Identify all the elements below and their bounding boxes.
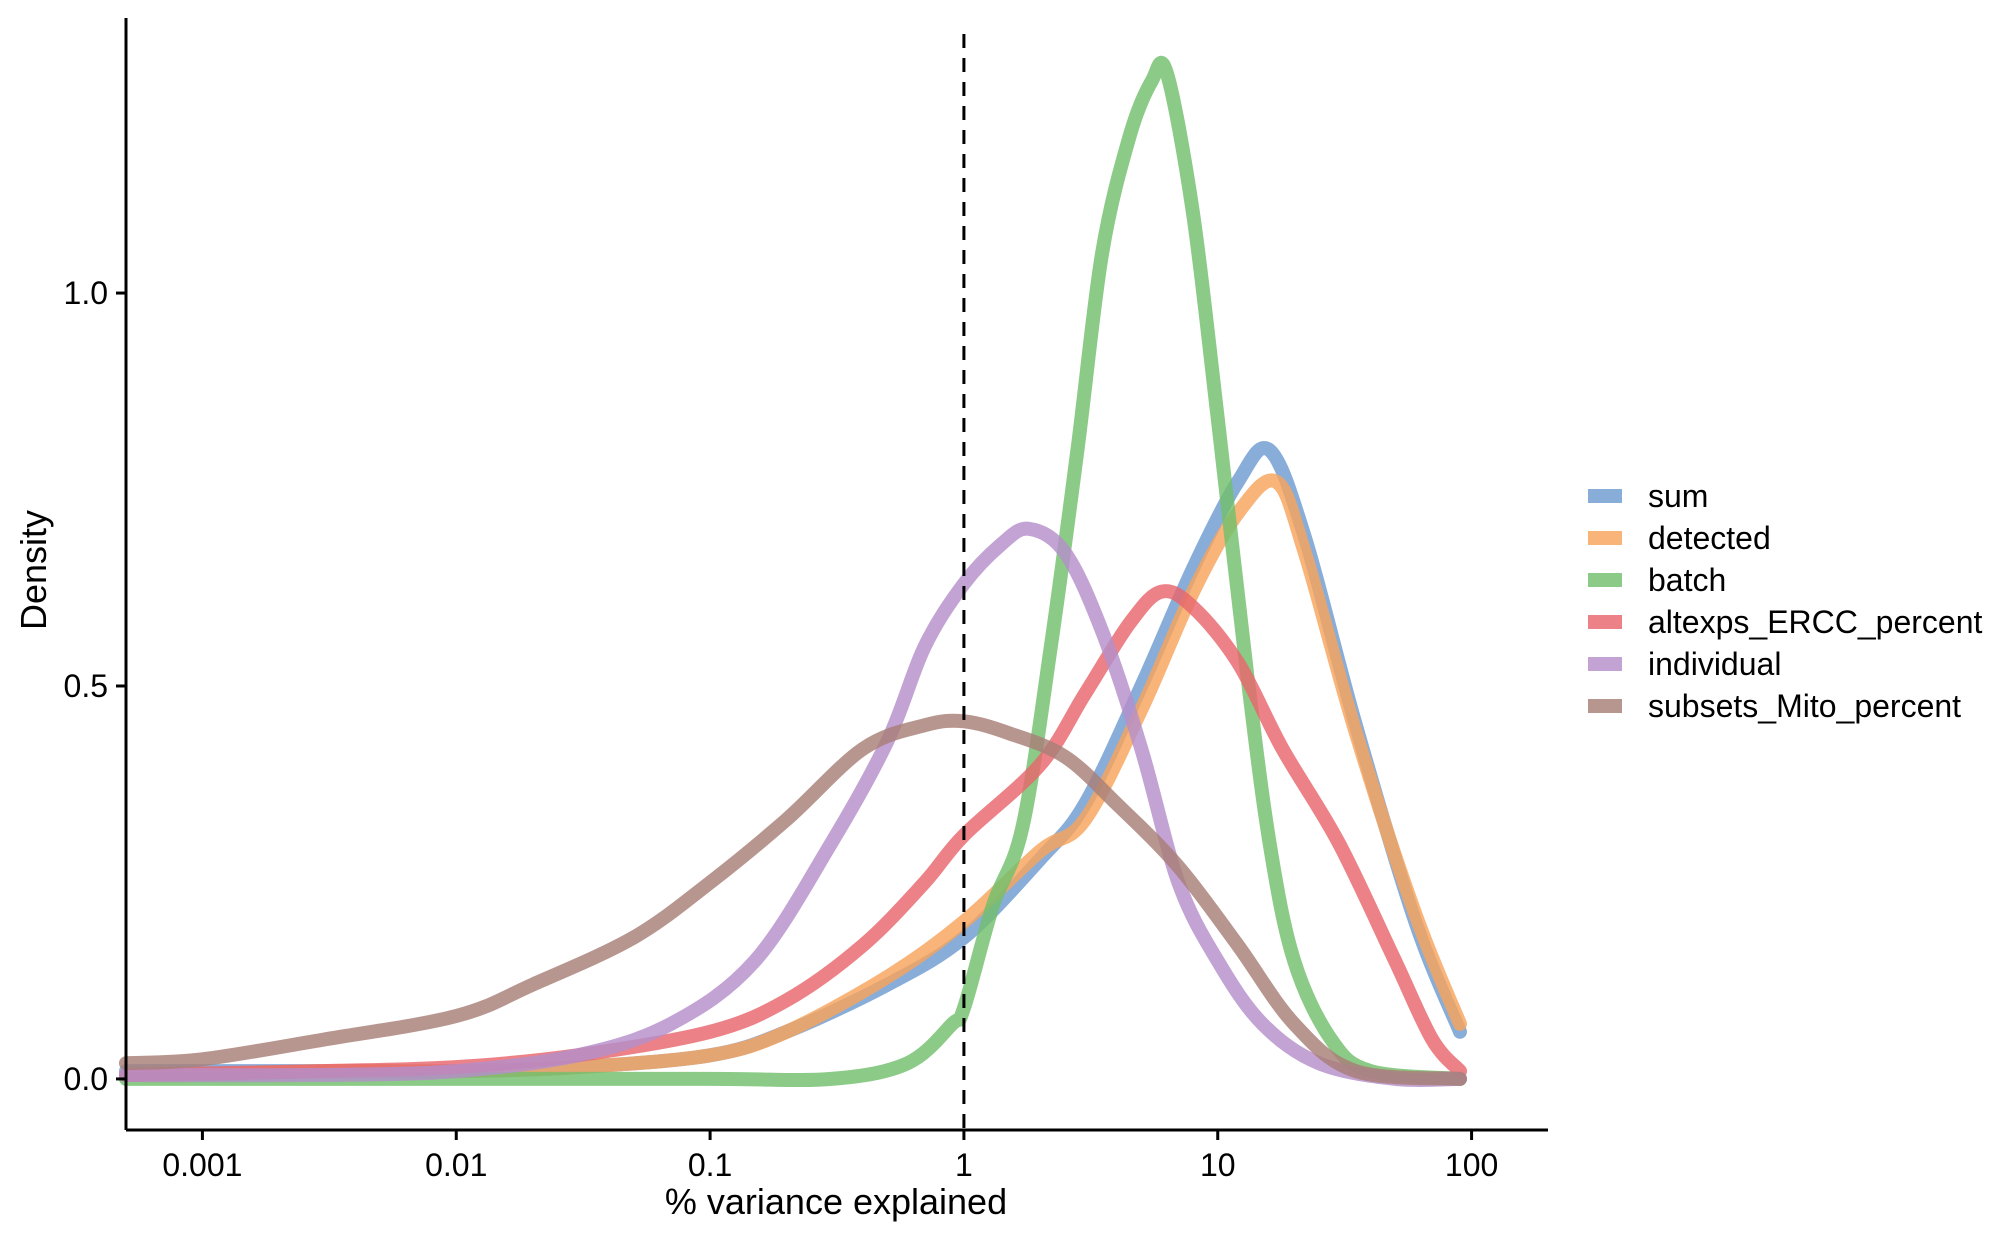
x-tick-label: 0.001 [162, 1147, 242, 1183]
x-axis-title: % variance explained [665, 1181, 1007, 1222]
x-tick-label: 0.01 [425, 1147, 487, 1183]
series-line-subsets_Mito_percent [119, 713, 1467, 1086]
plot-lines [119, 55, 1467, 1088]
series-line-individual [119, 521, 1467, 1088]
y-axis-title: Density [13, 510, 54, 630]
x-ticks: 0.001 0.01 0.1 1 10 100 [162, 1130, 1498, 1183]
legend-label-individual: individual [1648, 646, 1781, 682]
y-tick-label: 1.0 [64, 275, 108, 311]
series-line-altexps_ERCC_percent [119, 584, 1467, 1082]
legend-label-detected: detected [1648, 520, 1771, 556]
legend-label-batch: batch [1648, 562, 1726, 598]
legend-label-sum: sum [1648, 478, 1708, 514]
legend-label-altexps_ERCC_percent: altexps_ERCC_percent [1648, 604, 1983, 640]
x-tick-label: 10 [1200, 1147, 1236, 1183]
y-tick-label: 0.5 [64, 668, 108, 704]
x-tick-label: 0.1 [688, 1147, 732, 1183]
y-ticks: 0.0 0.5 1.0 [64, 275, 126, 1097]
series-line-batch [119, 55, 1467, 1088]
legend-label-subsets_Mito_percent: subsets_Mito_percent [1648, 688, 1961, 724]
legend: sum detected batch altexps_ERCC_percentindi… [1588, 478, 1983, 724]
y-tick-label: 0.0 [64, 1061, 108, 1097]
x-tick-label: 100 [1445, 1147, 1498, 1183]
x-tick-label: 1 [955, 1147, 973, 1183]
